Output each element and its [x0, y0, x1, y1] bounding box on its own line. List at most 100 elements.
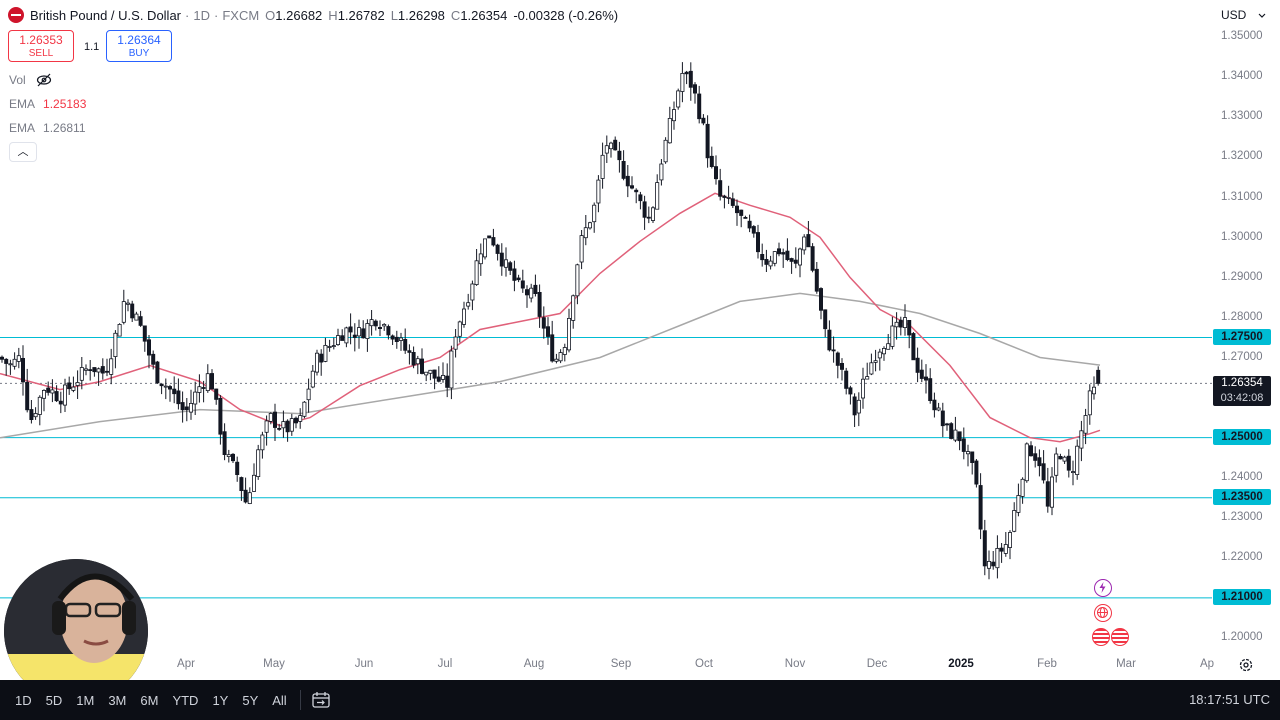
range-5y-button[interactable]: 5Y — [242, 692, 259, 708]
candle-body — [987, 561, 992, 569]
candle-body — [974, 460, 979, 485]
eye-off-icon[interactable] — [36, 73, 52, 87]
range-6m-button[interactable]: 6M — [140, 692, 159, 708]
symbol-title[interactable]: British Pound / U.S. Dollar — [30, 7, 182, 23]
candle-body — [600, 154, 605, 179]
interval-label[interactable]: 1D — [193, 7, 210, 23]
candle-body — [789, 258, 794, 262]
candle-body — [214, 388, 219, 400]
candle-body — [554, 358, 559, 362]
candle-body — [970, 451, 975, 463]
candle-body — [882, 347, 887, 355]
buy-button[interactable]: 1.26364 BUY — [106, 30, 172, 62]
candle-body — [697, 93, 702, 120]
lightning-icon[interactable] — [1094, 579, 1112, 597]
candle-body — [411, 351, 416, 366]
sell-button[interactable]: 1.26353 SELL — [8, 30, 74, 62]
candle-body — [722, 195, 727, 198]
candle-body — [1092, 386, 1097, 395]
candle-body — [138, 316, 143, 326]
candle-body — [743, 216, 748, 219]
toolbar-divider — [299, 690, 301, 710]
candle-body — [672, 109, 677, 122]
time-tick: Jul — [437, 658, 453, 670]
candle-body — [936, 407, 941, 411]
utc-clock[interactable]: 18:17:51 UTC — [1189, 692, 1270, 707]
candle-body — [184, 406, 189, 410]
candle-body — [247, 492, 252, 505]
calendar-goto-icon[interactable] — [311, 691, 331, 709]
candle-body — [919, 369, 924, 379]
symbol-legend[interactable]: British Pound / U.S. Dollar · 1D · FXCM … — [8, 6, 618, 24]
candle-body — [751, 226, 756, 234]
candle-body — [84, 368, 89, 371]
level-tag[interactable]: 1.25000 — [1213, 429, 1271, 445]
price-tick: 1.29000 — [1221, 271, 1263, 283]
candle-body — [680, 73, 685, 92]
candle-body — [323, 344, 328, 362]
range-3m-button[interactable]: 3M — [108, 692, 127, 708]
candle-body — [709, 155, 714, 168]
candle-body — [71, 386, 76, 391]
candle-body — [268, 412, 273, 422]
range-1m-button[interactable]: 1M — [76, 692, 95, 708]
candle-body — [285, 420, 290, 433]
level-tag[interactable]: 1.21000 — [1213, 589, 1271, 605]
candle-body — [819, 288, 824, 311]
collapse-legend-button[interactable]: ︿ — [9, 142, 37, 162]
candle-body — [37, 396, 42, 415]
candle-body — [1062, 456, 1067, 462]
indicator-ema-slow[interactable]: EMA 1.26811 — [9, 119, 86, 137]
candle-body — [525, 289, 530, 296]
us-flag-icon[interactable] — [1111, 628, 1129, 646]
current-price-tag: 1.26354 03:42:08 — [1213, 376, 1271, 406]
candle-body — [764, 258, 769, 265]
candle-body — [457, 321, 462, 337]
candle-body — [726, 196, 731, 199]
candle-body — [1008, 532, 1013, 548]
price-tick: 1.24000 — [1221, 471, 1263, 483]
indicator-ema-fast[interactable]: EMA 1.25183 — [9, 95, 86, 113]
candle-body — [222, 431, 227, 456]
candle-body — [306, 388, 311, 401]
range-ytd-button[interactable]: YTD — [172, 692, 199, 708]
price-tick: 1.32000 — [1221, 150, 1263, 162]
candle-body — [327, 346, 332, 348]
candle-body — [466, 302, 471, 307]
range-all-button[interactable]: All — [272, 692, 287, 708]
candle-body — [562, 347, 567, 355]
range-1y-button[interactable]: 1Y — [212, 692, 229, 708]
candle-body — [4, 358, 9, 364]
candle-body — [1096, 369, 1101, 384]
candle-body — [806, 234, 811, 248]
candle-body — [88, 369, 93, 372]
candle-body — [911, 333, 916, 361]
time-tick: Jun — [354, 658, 374, 670]
range-1d-button[interactable]: 1D — [15, 692, 32, 708]
time-tick: 2025 — [948, 658, 974, 670]
candle-body — [298, 415, 303, 422]
level-tag[interactable]: 1.27500 — [1213, 329, 1271, 345]
globe-icon[interactable] — [1094, 604, 1112, 622]
candle-body — [798, 248, 803, 266]
range-5d-button[interactable]: 5D — [45, 692, 63, 708]
indicator-vol[interactable]: Vol — [9, 71, 52, 89]
candle-body — [12, 358, 17, 367]
candle-body — [810, 246, 815, 271]
gear-icon[interactable] — [1238, 657, 1254, 673]
candle-body — [840, 362, 845, 370]
level-tag[interactable]: 1.23500 — [1213, 489, 1271, 505]
candle-body — [592, 204, 597, 223]
current-price: 1.26354 — [1221, 377, 1263, 389]
candle-body — [172, 388, 177, 395]
us-flag-icon[interactable] — [1092, 628, 1110, 646]
candle-body — [852, 396, 857, 416]
currency-selector[interactable]: USD — [1215, 4, 1273, 26]
candle-body — [903, 317, 908, 329]
candle-body — [575, 264, 580, 297]
candle-body — [289, 418, 294, 432]
candle-body — [1066, 455, 1071, 471]
ema-fast-line — [0, 192, 1101, 443]
candle-body — [1071, 471, 1076, 474]
